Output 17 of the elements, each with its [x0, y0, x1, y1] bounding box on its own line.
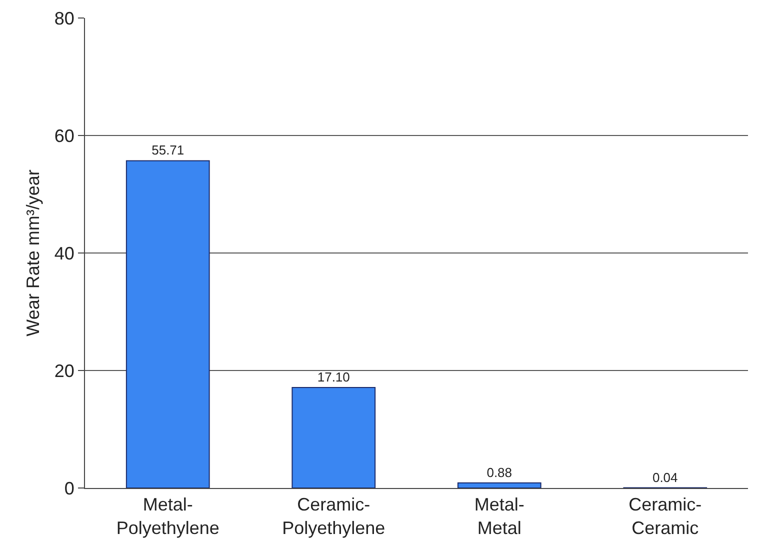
y-tick-label: 80 [54, 8, 74, 28]
data-label: 0.88 [486, 464, 512, 480]
y-tick-label: 40 [54, 243, 74, 264]
x-tick-label: Ceramic-Polyethylene [282, 494, 386, 538]
data-label: 0.04 [652, 470, 678, 485]
data-label: 17.10 [317, 370, 350, 385]
bar [292, 387, 376, 488]
x-tick-label: Metal-Metal [474, 494, 524, 538]
x-tick-label: Ceramic-Ceramic [628, 494, 702, 538]
x-tick-label: Metal-Polyethylene [116, 494, 220, 538]
y-tick-label: 60 [54, 126, 74, 146]
y-tick-label: 0 [64, 478, 74, 498]
y-tick-label: 20 [54, 360, 74, 381]
data-label: 55.71 [152, 142, 184, 158]
y-axis-title: Wear Rate mm³/year [23, 170, 43, 336]
bar [126, 160, 210, 488]
bar [457, 482, 542, 488]
